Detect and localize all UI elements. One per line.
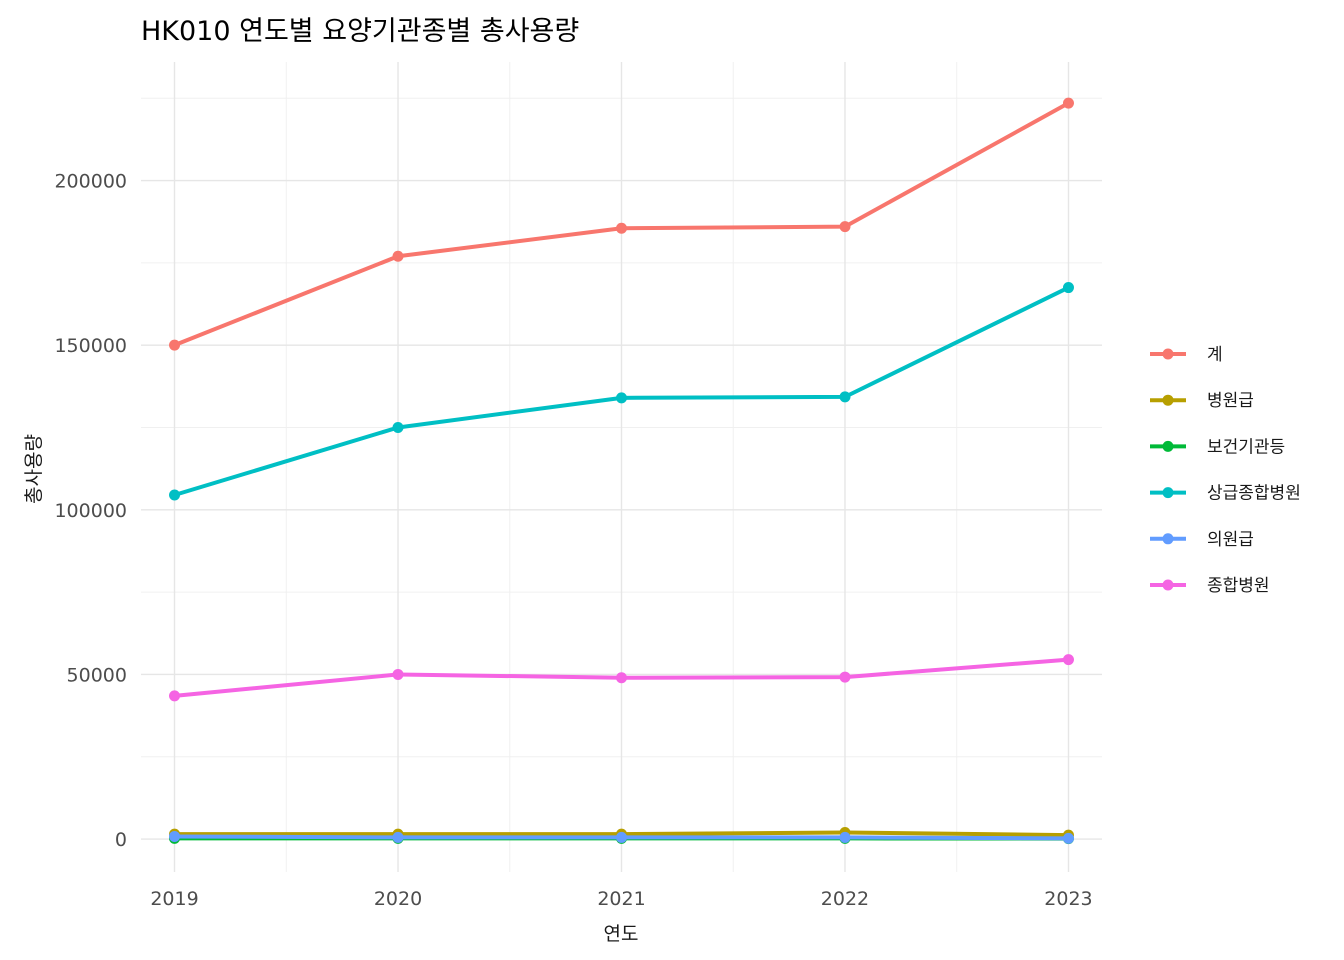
series-의원급: [169, 830, 1074, 844]
data-point: [392, 668, 404, 680]
legend-item: 상급종합병원: [1150, 484, 1301, 504]
data-point: [392, 421, 404, 433]
legend-label: 의원급: [1207, 530, 1254, 550]
legend-key-point: [1162, 394, 1174, 406]
legend-item: 종합병원: [1150, 576, 1270, 596]
data-point: [839, 671, 851, 683]
x-tick-label: 2019: [150, 888, 198, 910]
legend-item: 의원급: [1150, 530, 1254, 550]
x-axis-title: 연도: [604, 923, 639, 945]
data-point: [616, 672, 627, 684]
data-point: [169, 489, 181, 501]
x-axis-ticks: 2019 2020 2021 2022 2023: [150, 888, 1092, 910]
grid-lines: [141, 62, 1102, 872]
chart-title: HK010 연도별 요양기관종별 총사용량: [141, 16, 579, 47]
data-point: [169, 690, 181, 702]
y-tick-label: 50000: [67, 664, 127, 686]
x-tick-label: 2020: [374, 888, 422, 910]
data-point: [1062, 654, 1074, 666]
x-tick-label: 2022: [821, 888, 869, 910]
legend-key-point: [1162, 533, 1174, 545]
legend-item: 병원급: [1150, 391, 1254, 411]
data-point: [616, 831, 627, 843]
data-point: [616, 392, 627, 404]
y-axis-ticks: 0 50000 100000 150000 200000: [54, 171, 127, 852]
legend-key-point: [1162, 348, 1174, 360]
series-상급종합병원: [169, 282, 1074, 501]
data-point: [1062, 97, 1074, 109]
data-point: [392, 250, 404, 262]
legend-label: 상급종합병원: [1207, 484, 1301, 504]
data-point: [1062, 832, 1074, 844]
data-point: [839, 221, 851, 233]
legend-item: 계: [1150, 345, 1223, 365]
x-tick-label: 2021: [597, 888, 645, 910]
legend-key-point: [1162, 440, 1174, 452]
legend-label: 병원급: [1207, 391, 1254, 411]
legend-label: 종합병원: [1207, 576, 1270, 596]
y-axis-title: 총사용량: [23, 434, 45, 504]
data-point: [169, 830, 181, 842]
legend-item: 보건기관등: [1150, 437, 1285, 457]
y-tick-label: 150000: [54, 335, 127, 357]
data-point: [169, 339, 181, 351]
data-point: [839, 391, 851, 403]
series-계: [169, 97, 1074, 351]
data-point: [1062, 282, 1074, 294]
series-lines: [169, 97, 1074, 845]
legend-label: 보건기관등: [1207, 437, 1285, 457]
data-point: [839, 831, 851, 843]
y-tick-label: 0: [115, 829, 127, 851]
legend-key-point: [1162, 579, 1174, 591]
legend-key-point: [1162, 487, 1174, 499]
legend-label: 계: [1207, 345, 1223, 365]
data-point: [616, 222, 627, 234]
x-tick-label: 2023: [1044, 888, 1092, 910]
y-tick-label: 100000: [54, 500, 127, 522]
data-point: [392, 831, 404, 843]
y-tick-label: 200000: [54, 171, 127, 193]
series-종합병원: [169, 654, 1074, 702]
